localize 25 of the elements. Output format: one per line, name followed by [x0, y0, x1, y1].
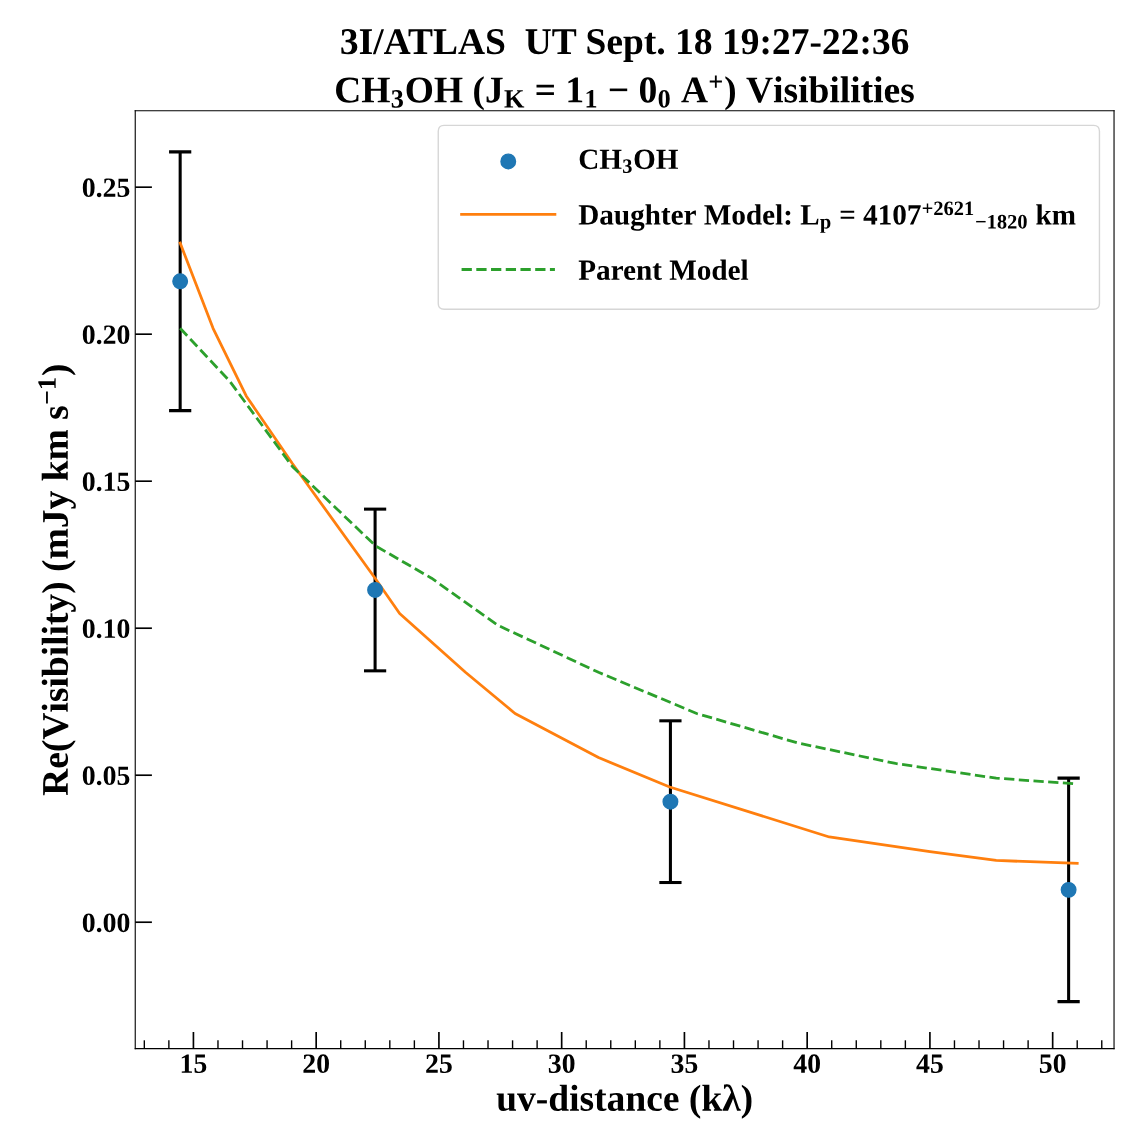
y-tick-label: 0.10: [82, 619, 130, 639]
legend-label: Parent Model: [578, 259, 749, 280]
legend-label: Daughter Model: L$_{p}$ = 4107$^{+2621}$$_{−1820}$ km: [578, 201, 1076, 233]
x-tick-label: 40: [793, 1054, 820, 1074]
y-tick-label: 0.15: [82, 472, 130, 492]
x-tick-label: 50: [1039, 1054, 1066, 1074]
x-tick-label: 15: [181, 1054, 207, 1074]
y-tick-label: 0.20: [82, 325, 130, 345]
point: [367, 582, 384, 598]
chart-title: 3I/ATLAS UT Sept. 18 19:27-22:36 CH$_{3}$OH (J$_{K}$ = 1$_{1}$ − 0$_{0}$ A$^{+}$) Visibilities: [336, 28, 914, 111]
y-tick-label: 0.00: [82, 913, 130, 933]
x-tick-label: 45: [916, 1054, 943, 1074]
y-tick-label: 0.25: [82, 178, 130, 198]
y-axis-title: Re(Visibility) (mJy km s$^{−1}$): [38, 365, 76, 796]
legend-label: CH$_{3}$OH: [579, 149, 678, 174]
y-tick-label: 0.05: [82, 766, 130, 786]
x-axis-title: uv-distance (kλ): [496, 1084, 752, 1119]
line-series: [178, 241, 1079, 865]
x-tick-label: 25: [426, 1054, 452, 1074]
x-tick-label: 30: [548, 1054, 575, 1074]
x-tick-label: 20: [303, 1054, 329, 1074]
point: [1060, 881, 1077, 898]
point: [662, 793, 679, 810]
x-tick-label: 35: [671, 1054, 698, 1074]
point: [172, 273, 189, 290]
